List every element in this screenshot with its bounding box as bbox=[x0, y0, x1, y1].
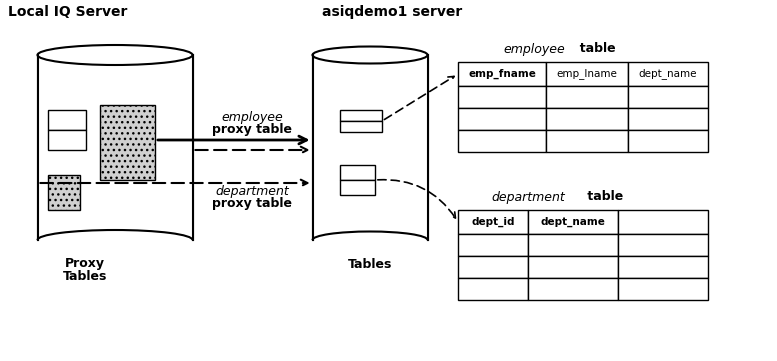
Bar bbox=[458, 62, 546, 86]
Text: table: table bbox=[570, 43, 615, 56]
Text: proxy table: proxy table bbox=[212, 196, 292, 209]
Bar bbox=[546, 108, 628, 130]
Text: Proxy: Proxy bbox=[65, 257, 105, 270]
Bar bbox=[546, 86, 628, 108]
Bar bbox=[100, 105, 155, 180]
Bar bbox=[628, 86, 708, 108]
Bar bbox=[618, 210, 708, 234]
Bar bbox=[618, 256, 708, 278]
Ellipse shape bbox=[37, 45, 193, 65]
Bar bbox=[458, 210, 528, 234]
Text: emp_lname: emp_lname bbox=[556, 69, 618, 79]
Bar bbox=[340, 165, 375, 180]
Bar bbox=[48, 175, 80, 210]
Text: department: department bbox=[216, 184, 289, 197]
Text: dept_id: dept_id bbox=[471, 217, 514, 227]
Bar bbox=[48, 130, 86, 150]
Bar bbox=[48, 110, 86, 130]
Bar bbox=[528, 210, 618, 234]
Bar bbox=[628, 108, 708, 130]
Text: Local IQ Server: Local IQ Server bbox=[8, 5, 127, 19]
Bar bbox=[546, 130, 628, 152]
Bar bbox=[38, 55, 192, 240]
Text: department: department bbox=[491, 191, 565, 204]
Bar bbox=[458, 278, 528, 300]
Bar bbox=[340, 110, 382, 121]
Bar bbox=[618, 278, 708, 300]
Text: asiqdemo1 server: asiqdemo1 server bbox=[322, 5, 463, 19]
Text: dept_name: dept_name bbox=[541, 217, 605, 227]
Bar bbox=[528, 278, 618, 300]
Bar bbox=[37, 55, 193, 240]
Text: employee: employee bbox=[221, 112, 284, 125]
Bar bbox=[340, 121, 382, 132]
Bar bbox=[546, 62, 628, 86]
Bar bbox=[312, 55, 427, 240]
Bar bbox=[458, 108, 546, 130]
Text: Tables: Tables bbox=[348, 258, 392, 271]
Bar bbox=[528, 234, 618, 256]
Bar bbox=[628, 130, 708, 152]
Bar bbox=[528, 256, 618, 278]
Bar bbox=[458, 256, 528, 278]
Ellipse shape bbox=[312, 47, 427, 64]
Bar bbox=[618, 234, 708, 256]
Bar bbox=[458, 234, 528, 256]
Text: employee: employee bbox=[503, 43, 565, 56]
Bar bbox=[458, 130, 546, 152]
Bar bbox=[628, 62, 708, 86]
Text: proxy table: proxy table bbox=[212, 123, 292, 136]
Text: emp_fname: emp_fname bbox=[468, 69, 536, 79]
Bar bbox=[458, 86, 546, 108]
Bar bbox=[313, 55, 427, 240]
Text: Tables: Tables bbox=[63, 270, 107, 283]
Bar bbox=[340, 180, 375, 195]
Text: dept_name: dept_name bbox=[639, 69, 697, 79]
Text: table: table bbox=[583, 191, 623, 204]
